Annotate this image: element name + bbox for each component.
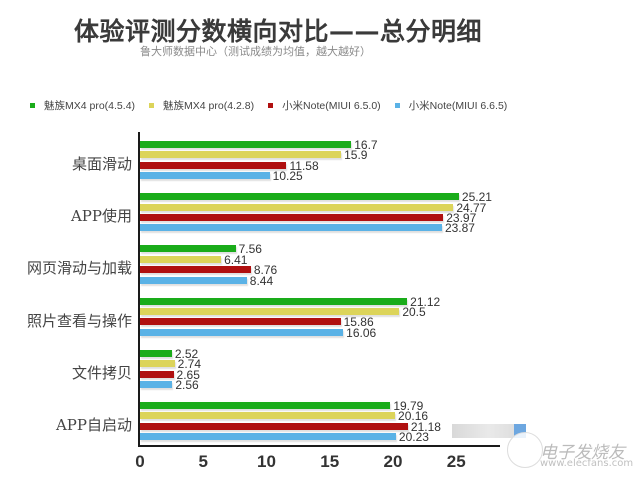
bar-value-label: 21.18 (410, 419, 441, 434)
bar-value-label: 2.56 (175, 378, 199, 392)
bar (140, 172, 270, 180)
x-tick-label: 20 (383, 452, 403, 471)
bar (140, 161, 287, 169)
bar (140, 245, 236, 253)
bar (140, 266, 251, 274)
bar (140, 203, 454, 211)
bar-value-label: 7.56 (238, 242, 262, 257)
watermark-url: www.elecfans.com (540, 458, 634, 469)
x-tick-label: 0 (135, 452, 145, 471)
x-tick-label: 5 (198, 452, 208, 471)
bar-value-label: 16.06 (346, 325, 377, 340)
bar (140, 422, 408, 430)
watermark-logo-icon (507, 432, 543, 468)
bar-value-label: 11.58 (289, 158, 319, 173)
bar-value-label: 15.9 (344, 148, 368, 163)
bar-value-label: 19.79 (393, 399, 424, 413)
bar (140, 276, 247, 284)
category-label: 文件拷贝 (71, 363, 132, 382)
bar (140, 151, 342, 159)
legend-label: 小米Note(MIUI 6.5.0) (282, 100, 381, 112)
legend-label: 小米Note(MIUI 6.6.5) (408, 100, 508, 112)
bar (140, 370, 174, 378)
bar (140, 224, 442, 232)
category-label: 桌面滑动 (71, 155, 132, 173)
bar (140, 255, 222, 263)
bar-value-label: 15.86 (343, 315, 374, 330)
blurred-watermark-box (452, 424, 526, 438)
x-axis-line (138, 445, 500, 447)
bar-value-label: 8.44 (249, 273, 274, 288)
bar-value-label: 2.52 (174, 346, 199, 361)
y-axis-line (138, 132, 140, 447)
bar (140, 328, 344, 336)
bar-value-label: 16.7 (354, 138, 378, 152)
bar-value-label: 20.16 (398, 409, 429, 424)
bar-value-label: 10.25 (272, 169, 303, 184)
legend-item: 魅族MX4 pro(4.5.4) (30, 98, 135, 113)
bar (140, 412, 396, 420)
category-label: APP自启动 (55, 416, 132, 434)
bar-value-label: 8.76 (253, 263, 278, 278)
legend-item: 小米Note(MIUI 6.5.0) (268, 98, 381, 113)
bar-value-label: 20.23 (398, 430, 429, 445)
chart-title: 体验评测分数横向对比——总分明细 (74, 17, 483, 46)
bar (140, 433, 396, 441)
bar-value-label: 24.77 (456, 200, 487, 215)
bar-value-label: 6.41 (224, 252, 248, 267)
category-label: 网页滑动与加载 (26, 259, 132, 278)
legend-item: 魅族MX4 pro(4.2.8) (149, 98, 254, 113)
category-label: 照片查看与操作 (26, 311, 132, 330)
bar (140, 141, 352, 148)
bar-value-label: 20.5 (402, 305, 426, 319)
bar (140, 318, 341, 326)
bar (140, 349, 172, 357)
plot-area: 16.7 15.9 11.58 10.25 25.21 24.77 23.97 23.87 7.… (138, 132, 500, 447)
bar (140, 360, 175, 368)
bar-value-label: 21.12 (410, 294, 441, 309)
legend: 魅族MX4 pro(4.5.4) 魅族MX4 pro(4.2.8) 小米Note… (30, 98, 521, 113)
bar (140, 214, 444, 221)
legend-swatch-icon (268, 103, 274, 108)
bar (140, 297, 408, 305)
bar (140, 402, 391, 409)
bar-value-label: 2.74 (177, 357, 202, 372)
x-tick-label: 10 (257, 452, 276, 471)
bar (140, 381, 173, 388)
bar-value-label: 23.87 (444, 221, 475, 236)
watermark-brand: 电子发烧友 (540, 443, 625, 463)
legend-swatch-icon (30, 103, 35, 108)
category-label: APP使用 (70, 207, 132, 226)
legend-label: 魅族MX4 pro(4.2.8) (163, 100, 255, 112)
chart-subtitle: 鲁大师数据中心（测试成绩为均值，越大越好） (140, 45, 371, 58)
bar-value-label: 25.21 (461, 190, 492, 205)
x-tick-label: 15 (320, 452, 340, 471)
legend-swatch-icon (149, 103, 155, 108)
x-tick-label: 25 (446, 452, 466, 471)
legend-label: 魅族MX4 pro(4.5.4) (44, 100, 136, 112)
bar-value-label: 23.97 (446, 211, 477, 225)
bar-value-label: 2.65 (176, 367, 200, 382)
bar (140, 308, 400, 315)
legend-item: 小米Note(MIUI 6.6.5) (394, 98, 508, 113)
legend-swatch-icon (394, 103, 400, 108)
bar (140, 193, 459, 201)
